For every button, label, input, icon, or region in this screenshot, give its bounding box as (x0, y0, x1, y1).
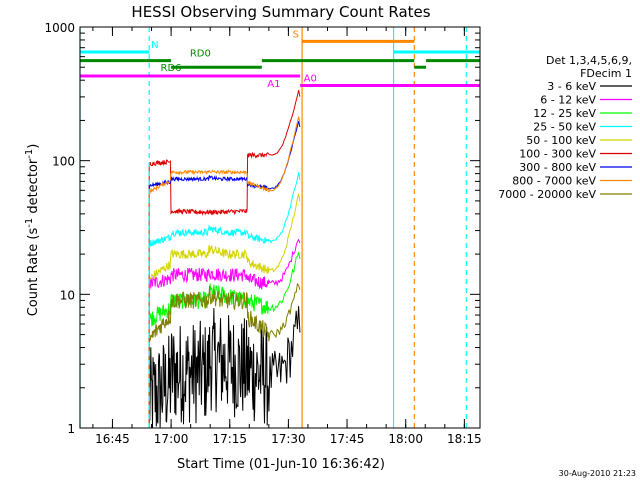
legend-entry-label-5: 100 - 300 keV (519, 148, 596, 161)
y-axis-label-sup: -1 (24, 218, 35, 228)
legend-entry-label-3: 25 - 50 keV (533, 121, 596, 134)
x-tick-label-0: 16:45 (95, 432, 130, 446)
y-tick-label-3: 1000 (44, 21, 75, 35)
flag-label-n: N (151, 40, 158, 51)
legend-entry-label-2: 12 - 25 keV (533, 107, 596, 120)
series-line-8 (148, 282, 301, 427)
series-line-1 (148, 238, 301, 427)
x-tick-label-5: 18:00 (388, 432, 423, 446)
y-axis-label-rest: detector (26, 158, 41, 218)
x-tick-label-2: 17:15 (212, 432, 247, 446)
legend-entry-label-7: 800 - 7000 keV (512, 175, 596, 188)
x-axis-label: Start Time (01-Jun-10 16:36:42) (177, 457, 385, 472)
legend-entry-label-1: 6 - 12 keV (540, 94, 596, 107)
legend-entry-label-6: 300 - 800 keV (519, 161, 596, 174)
flag-label-rd6: RD6 (161, 63, 182, 74)
x-tick-label-3: 17:30 (271, 432, 306, 446)
series-line-3 (148, 172, 301, 427)
flag-label-a1: A1 (267, 79, 280, 90)
series-line-4 (148, 193, 301, 427)
y-axis-label: Count Rate (s-1 detector-1) (24, 144, 41, 317)
legend-entry-label-8: 7000 - 20000 keV (498, 188, 596, 201)
series-line-5 (148, 89, 301, 427)
series-line-0 (148, 306, 301, 429)
legend-entry-label-4: 50 - 100 keV (526, 134, 596, 147)
y-axis-label-close: ) (26, 144, 41, 149)
y-axis-label-sup2: -1 (24, 149, 35, 159)
x-tick-label-4: 17:45 (330, 432, 365, 446)
y-tick-label-2: 100 (52, 155, 75, 169)
y-axis-label-main: Count Rate (s (26, 228, 41, 317)
flag-label-s: S (293, 29, 299, 40)
x-tick-label-1: 17:00 (154, 432, 189, 446)
series-line-2 (148, 252, 301, 427)
x-tick-label-6: 18:15 (447, 432, 482, 446)
y-tick-label-0: 1 (67, 422, 75, 436)
series-line-6 (148, 121, 301, 427)
chart-title: HESSI Observing Summary Count Rates (131, 3, 430, 21)
flag-label-a0: A0 (304, 74, 317, 85)
legend-header-0: Det 1,3,4,5,6,9, (546, 54, 632, 67)
series-line-7 (148, 116, 301, 427)
y-tick-label-1: 10 (60, 288, 75, 302)
legend-entry-label-0: 3 - 6 keV (547, 80, 596, 93)
legend-header-1: FDecim 1 (580, 67, 632, 80)
flag-label-rd0: RD0 (190, 49, 211, 60)
plot-frame (79, 26, 481, 429)
footer-date: 30-Aug-2010 21:23 (559, 469, 636, 478)
